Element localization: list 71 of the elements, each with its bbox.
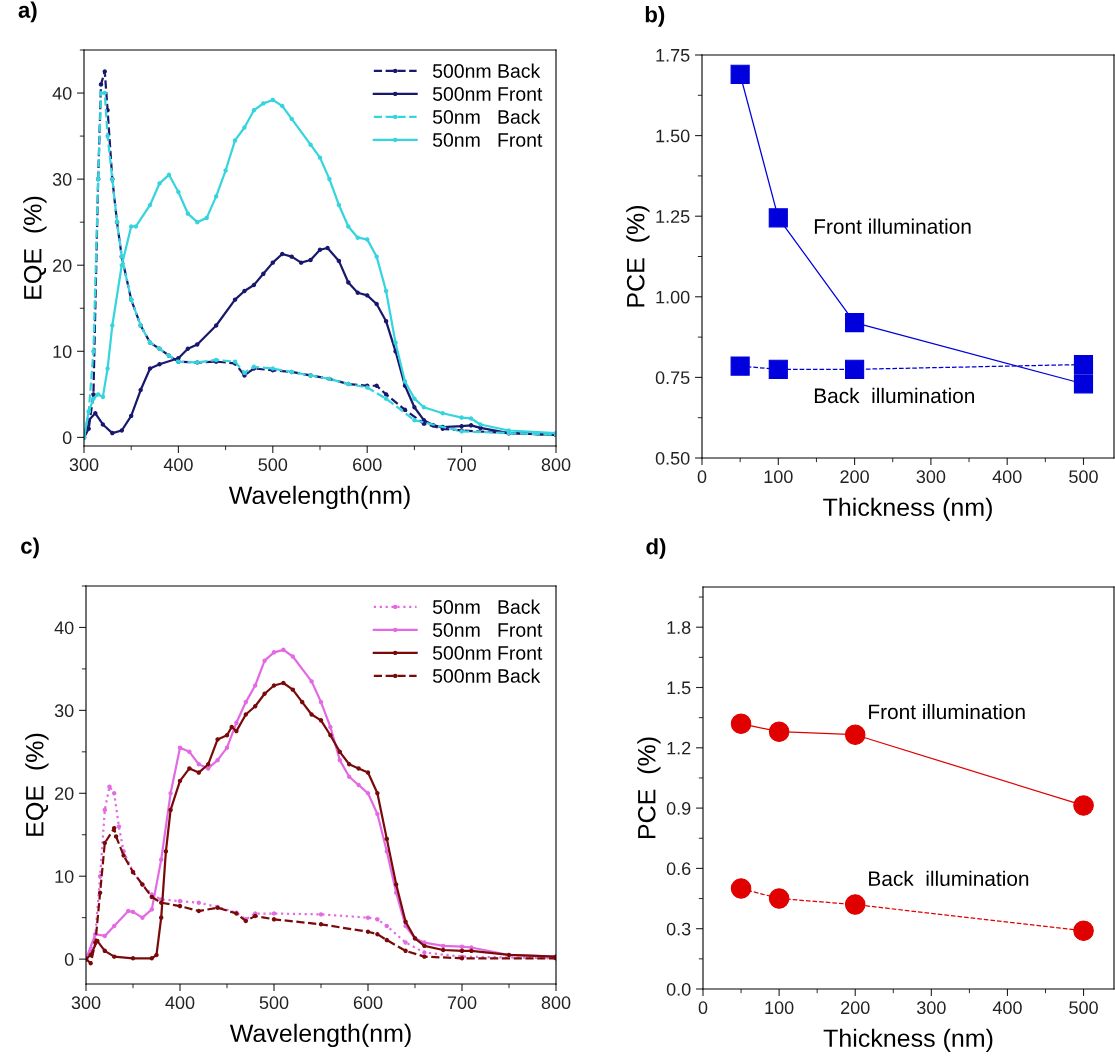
x-tick-label: 300 — [916, 1001, 946, 1015]
y-tick-label: 20 — [55, 787, 74, 801]
y-tick-label: 0 — [62, 431, 72, 445]
x-tick-label: 700 — [447, 996, 477, 1010]
series-label: Back illumination — [814, 387, 974, 404]
x-tick-label: 500 — [258, 458, 288, 472]
y-tick-label: 0.6 — [666, 862, 691, 876]
x-tick-label: 500 — [259, 996, 289, 1010]
y-axis-title: EQE (%) — [23, 196, 47, 299]
y-tick-label: 0.3 — [666, 922, 691, 936]
series-label: Front illumination — [814, 218, 971, 234]
x-tick-label: 600 — [353, 458, 382, 472]
y-tick-label: 1.25 — [656, 210, 690, 223]
x-tick-label: 400 — [165, 996, 195, 1010]
y-tick-label: 0 — [64, 953, 74, 966]
x-tick-label: 100 — [764, 470, 793, 484]
series-label: Back illumination — [869, 870, 1029, 887]
series-label: Front illumination — [869, 703, 1025, 720]
legend-label: 50nm Back — [432, 109, 541, 124]
x-tick-label: 600 — [353, 996, 383, 1010]
legend-label: 50nm Front — [432, 623, 543, 637]
x-tick-label: 700 — [447, 458, 476, 472]
y-tick-label: 1.2 — [667, 741, 691, 755]
y-axis-title: PCE (%) — [626, 205, 650, 307]
x-tick-label: 400 — [992, 1001, 1022, 1015]
y-tick-label: 40 — [52, 86, 72, 100]
x-tick-label: 200 — [841, 1001, 870, 1015]
legend-label: 50nm Back — [432, 599, 541, 614]
y-tick-label: 0.75 — [655, 371, 690, 385]
x-tick-label: 0 — [697, 470, 707, 484]
x-axis-title: Thickness (nm) — [823, 1028, 993, 1053]
y-tick-label: 0.50 — [655, 451, 690, 465]
x-axis-title: Wavelength(nm) — [228, 485, 410, 510]
text: b) — [645, 6, 665, 27]
y-axis-title: EQE (%) — [25, 733, 49, 836]
y-tick-label: 1.5 — [667, 681, 691, 695]
legend-label: 500nm Front — [432, 87, 543, 101]
legend-label: 500nm Back — [432, 668, 541, 683]
x-tick-label: 300 — [916, 470, 946, 484]
y-tick-label: 1.00 — [656, 290, 690, 304]
x-tick-label: 500 — [1069, 470, 1098, 484]
y-tick-label: 0.0 — [666, 982, 691, 996]
legend-label: 500nm Back — [432, 63, 541, 78]
y-axis-title: PCE (%) — [637, 737, 661, 839]
x-tick-label: 0 — [698, 1001, 708, 1015]
x-tick-label: 100 — [765, 1001, 794, 1015]
y-tick-label: 30 — [52, 173, 72, 186]
y-tick-label: 1.75 — [656, 49, 690, 62]
x-axis-title: Thickness (nm) — [823, 497, 992, 522]
y-tick-label: 10 — [53, 345, 72, 359]
y-tick-label: 0.9 — [666, 802, 691, 815]
text: a) — [18, 1, 37, 23]
y-tick-label: 20 — [53, 259, 72, 272]
x-tick-label: 400 — [163, 458, 193, 472]
x-tick-label: 300 — [69, 458, 99, 472]
y-tick-label: 40 — [54, 621, 74, 635]
x-tick-label: 500 — [1069, 1001, 1098, 1015]
y-tick-label: 10 — [55, 870, 74, 883]
y-tick-label: 1.8 — [667, 621, 691, 634]
legend-label: 500nm Front — [432, 646, 543, 660]
x-tick-label: 200 — [840, 470, 869, 484]
x-tick-label: 300 — [71, 996, 101, 1010]
x-axis-title: Wavelength(nm) — [229, 1023, 411, 1048]
y-tick-label: 30 — [54, 704, 74, 718]
y-tick-label: 1.50 — [656, 129, 690, 143]
x-tick-label: 800 — [541, 996, 571, 1010]
x-tick-label: 800 — [541, 458, 571, 472]
legend-label: 50nm Front — [432, 133, 543, 147]
x-tick-label: 400 — [992, 470, 1022, 484]
text: c) — [21, 537, 39, 559]
text: d) — [646, 538, 666, 559]
